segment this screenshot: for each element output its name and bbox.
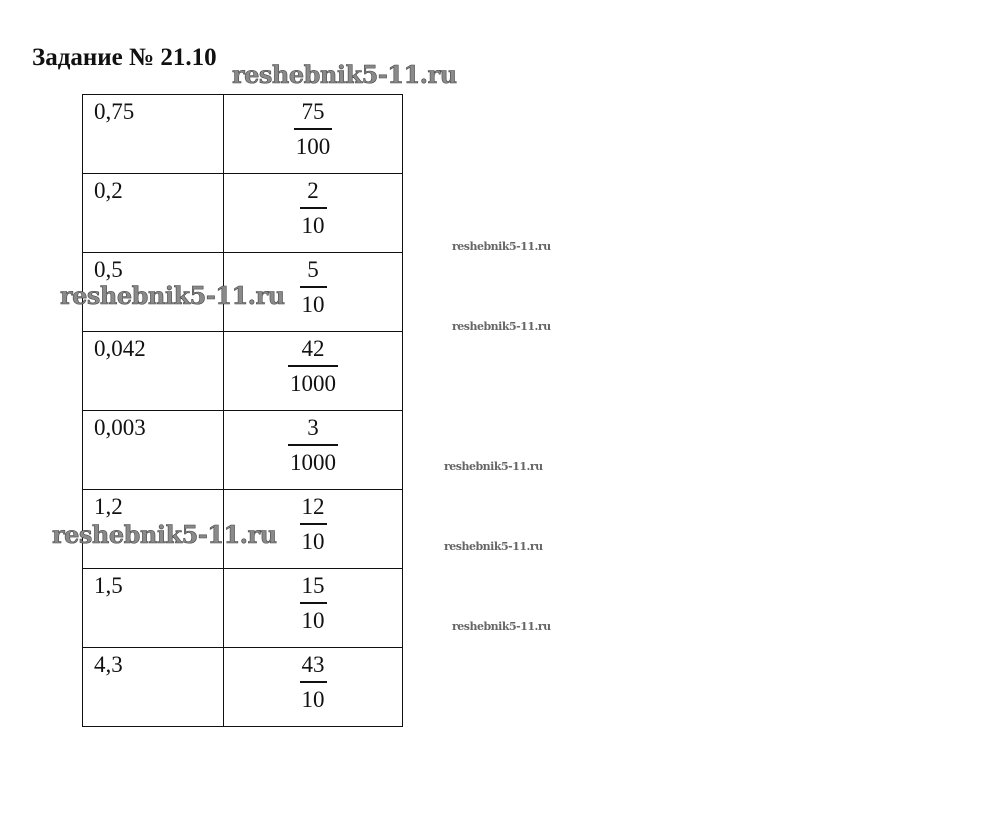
- numerator: 75: [301, 99, 325, 124]
- denominator: 1000: [290, 450, 336, 475]
- watermark: reshebnik5-11.ru: [232, 60, 458, 90]
- fraction-cell: 75 100: [223, 94, 403, 174]
- task-title: Задание № 21.10: [32, 44, 217, 71]
- decimal-value: 1,5: [94, 573, 123, 598]
- decimal-value: 0,003: [94, 415, 146, 440]
- decimal-cell: 0,042: [82, 331, 224, 411]
- fraction-bar: [288, 365, 338, 367]
- fraction-cell: 43 10: [223, 647, 403, 727]
- table-row: 1,2 12 10: [82, 489, 403, 569]
- fraction-bar: [299, 681, 327, 683]
- decimal-cell: 0,2: [82, 173, 224, 253]
- numerator: 5: [307, 257, 319, 282]
- fraction-cell: 42 1000: [223, 331, 403, 411]
- table-row: 0,2 2 10: [82, 173, 403, 253]
- table-row: 1,5 15 10: [82, 568, 403, 648]
- numerator: 15: [301, 573, 325, 598]
- table-row: 0,5 5 10: [82, 252, 403, 332]
- denominator: 10: [301, 213, 325, 238]
- fraction-bar: [288, 444, 338, 446]
- numerator: 42: [301, 336, 325, 361]
- watermark: reshebnik5-11.ru: [452, 620, 551, 633]
- fraction: 15 10: [299, 569, 327, 637]
- fraction-bar: [299, 207, 327, 209]
- denominator: 10: [301, 292, 325, 317]
- decimal-cell: 4,3: [82, 647, 224, 727]
- decimal-cell: 1,5: [82, 568, 224, 648]
- decimal-value: 0,5: [94, 257, 123, 282]
- numerator: 43: [301, 652, 325, 677]
- fraction-cell: 2 10: [223, 173, 403, 253]
- fraction: 75 100: [293, 95, 333, 163]
- denominator: 10: [301, 608, 325, 633]
- denominator: 10: [301, 529, 325, 554]
- decimal-value: 4,3: [94, 652, 123, 677]
- decimal-cell: 1,2: [82, 489, 224, 569]
- numerator: 2: [307, 178, 319, 203]
- table-row: 0,75 75 100: [82, 94, 403, 174]
- table-row: 0,003 3 1000: [82, 410, 403, 490]
- watermark: reshebnik5-11.ru: [52, 520, 278, 550]
- watermark: reshebnik5-11.ru: [60, 281, 286, 311]
- decimal-value: 0,2: [94, 178, 123, 203]
- fraction: 2 10: [299, 174, 327, 242]
- denominator: 10: [301, 687, 325, 712]
- table-row: 4,3 43 10: [82, 647, 403, 727]
- fraction-cell: 5 10: [223, 252, 403, 332]
- fraction-cell: 3 1000: [223, 410, 403, 490]
- denominator: 100: [295, 134, 331, 159]
- fraction-bar: [299, 286, 327, 288]
- fraction-cell: 15 10: [223, 568, 403, 648]
- watermark: reshebnik5-11.ru: [444, 460, 543, 473]
- numerator: 3: [307, 415, 319, 440]
- fraction: 42 1000: [288, 332, 338, 400]
- watermark: reshebnik5-11.ru: [452, 240, 551, 253]
- decimal-value: 0,042: [94, 336, 146, 361]
- watermark: reshebnik5-11.ru: [444, 540, 543, 553]
- fraction: 12 10: [299, 490, 327, 558]
- fraction-cell: 12 10: [223, 489, 403, 569]
- table-row: 0,042 42 1000: [82, 331, 403, 411]
- denominator: 1000: [290, 371, 336, 396]
- fraction: 43 10: [299, 648, 327, 716]
- decimal-value: 0,75: [94, 99, 135, 124]
- decimal-cell: 0,5: [82, 252, 224, 332]
- decimal-value: 1,2: [94, 494, 123, 519]
- decimal-cell: 0,75: [82, 94, 224, 174]
- fraction-bar: [299, 602, 327, 604]
- decimal-cell: 0,003: [82, 410, 224, 490]
- fraction-bar: [293, 128, 333, 130]
- fraction: 3 1000: [288, 411, 338, 479]
- fraction-bar: [299, 523, 327, 525]
- watermark: reshebnik5-11.ru: [452, 320, 551, 333]
- answer-table: 0,75 75 100 0,2 2 10 0,5 5 10 0,042 42 1000…: [82, 94, 403, 727]
- numerator: 12: [301, 494, 325, 519]
- fraction: 5 10: [299, 253, 327, 321]
